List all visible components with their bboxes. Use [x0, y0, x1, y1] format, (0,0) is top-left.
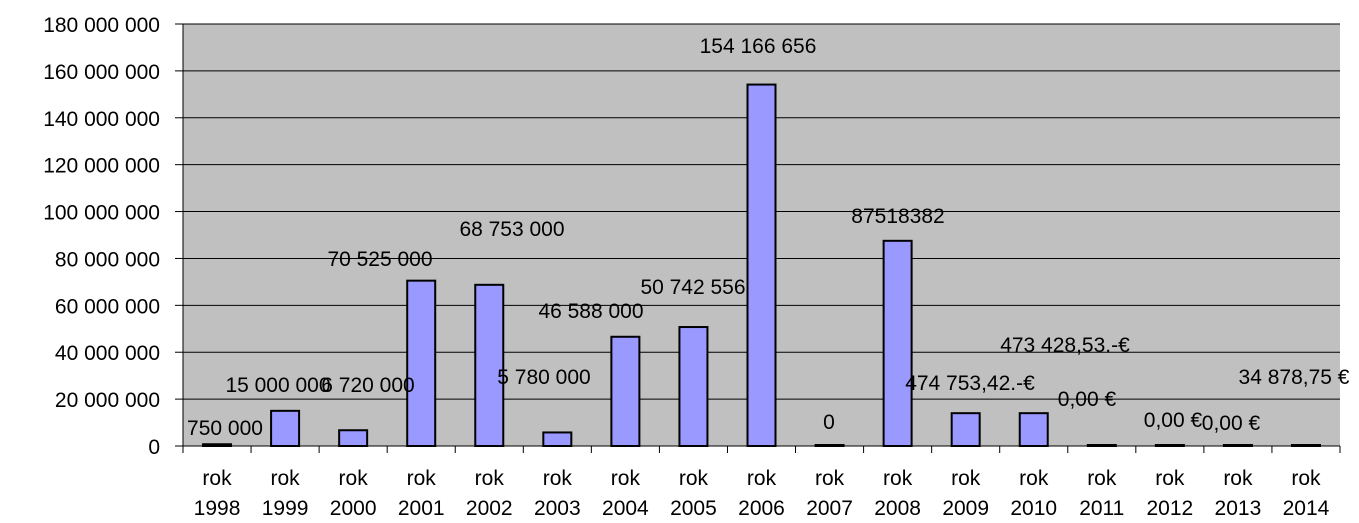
x-category-label: rok 2000	[330, 467, 377, 520]
bar	[950, 412, 981, 447]
x-category-label: rok 1999	[262, 467, 309, 520]
x-category-label: rok 2013	[1215, 467, 1262, 520]
data-label: 474 753,42.-€	[905, 372, 1035, 395]
y-tick-label: 20 000 000	[55, 389, 160, 412]
data-label: 750 000	[187, 417, 263, 440]
x-category-label: rok 2014	[1283, 467, 1330, 520]
data-label: 46 588 000	[538, 300, 643, 323]
data-label: 154 166 656	[700, 35, 817, 58]
data-label: 68 753 000	[459, 218, 564, 241]
data-label: 0,00 €	[1058, 388, 1117, 411]
data-label: 34 878,75 €	[1239, 366, 1350, 389]
x-category-label: rok 2004	[602, 467, 649, 520]
y-tick-label: 120 000 000	[43, 155, 160, 178]
x-category-label: rok 2002	[466, 467, 513, 520]
y-tick-label: 160 000 000	[43, 61, 160, 84]
axes	[175, 23, 1341, 453]
bar	[406, 279, 437, 447]
data-label: 0,00 €	[1202, 412, 1261, 435]
y-tick-label: 80 000 000	[55, 248, 160, 271]
bar	[882, 239, 913, 447]
y-tick-label: 60 000 000	[55, 295, 160, 318]
bar	[610, 335, 641, 447]
bar	[338, 429, 369, 447]
data-label: 0,00 €	[1144, 409, 1203, 432]
bar	[542, 431, 573, 447]
x-category-label: rok 2001	[398, 467, 445, 520]
x-category-label: rok 2011	[1079, 467, 1124, 520]
data-label: 70 525 000	[327, 248, 432, 271]
y-tick-label: 180 000 000	[43, 14, 160, 37]
data-label: 50 742 556	[640, 276, 745, 299]
bar	[270, 409, 301, 448]
x-category-label: rok 2007	[806, 467, 853, 520]
x-category-labels: rok 1998 rok 1999 rok 2000 rok 2001 rok 2002 rok 20…	[194, 467, 1330, 520]
x-category-label: rok 2005	[670, 467, 717, 520]
y-tick-label: 0	[148, 436, 160, 459]
x-category-label: rok 2009	[942, 467, 989, 520]
bar	[1018, 412, 1049, 447]
bars	[202, 83, 1321, 448]
data-label: 15 000 000	[225, 374, 330, 397]
y-tick-label: 40 000 000	[55, 342, 160, 365]
x-category-label: rok 2003	[534, 467, 581, 520]
y-tick-label: 100 000 000	[43, 202, 160, 225]
x-category-label: rok 1998	[194, 467, 241, 520]
bar	[678, 326, 709, 447]
data-label: 5 780 000	[497, 366, 590, 389]
data-label: 6 720 000	[321, 374, 414, 397]
y-tick-labels: 0 20 000 000 40 000 000 60 000 000 80 000 00…	[43, 14, 160, 459]
bar	[746, 83, 777, 447]
data-label: 473 428,53.-€	[1000, 334, 1130, 357]
x-category-label: rok 2006	[738, 467, 785, 520]
y-tick-label: 140 000 000	[43, 108, 160, 131]
x-category-label: rok 2012	[1146, 467, 1193, 520]
data-label: 87518382	[851, 205, 944, 228]
data-label: 0	[823, 411, 835, 434]
x-category-label: rok 2008	[874, 467, 921, 520]
x-category-label: rok 2010	[1010, 467, 1057, 520]
